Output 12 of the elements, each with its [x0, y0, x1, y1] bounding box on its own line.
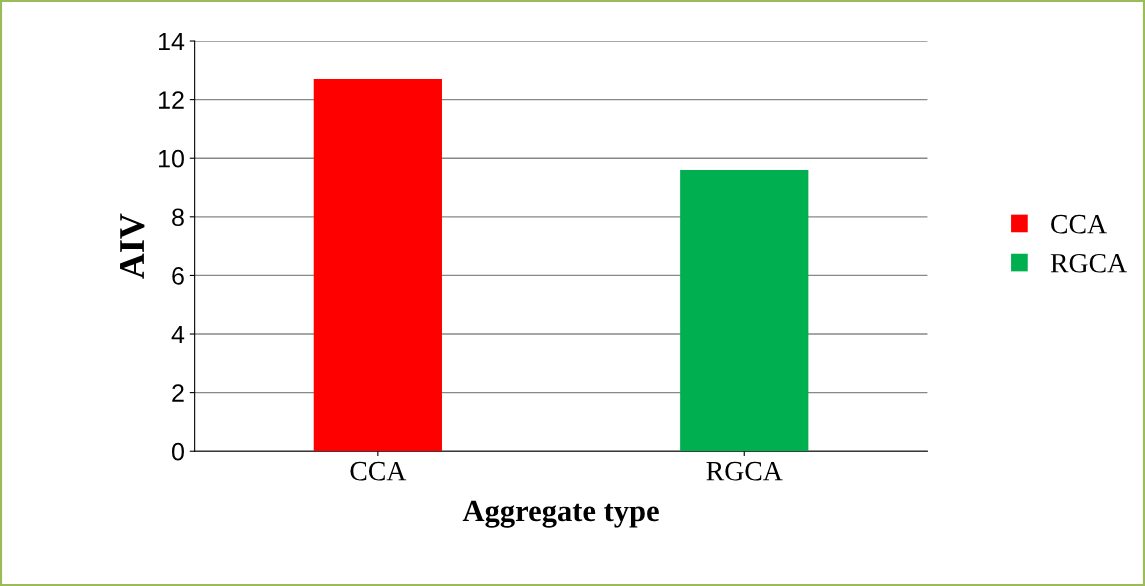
y-tick-label: 14: [159, 32, 185, 51]
y-tick-label: 10: [159, 149, 184, 168]
legend-label: CCA: [1051, 214, 1107, 234]
y-tick-label: 4: [171, 325, 185, 344]
y-tick-label: 0: [172, 442, 184, 461]
y-axis-title: AIV: [120, 213, 145, 279]
y-tick-label: 6: [172, 267, 184, 285]
y-tick-label: 8: [172, 208, 184, 227]
x-axis-title: Aggregate type: [462, 500, 659, 528]
y-tick-label: 2: [172, 384, 184, 402]
legend-label: RGCA: [1050, 253, 1127, 273]
y-tick-label: 12: [159, 91, 184, 109]
